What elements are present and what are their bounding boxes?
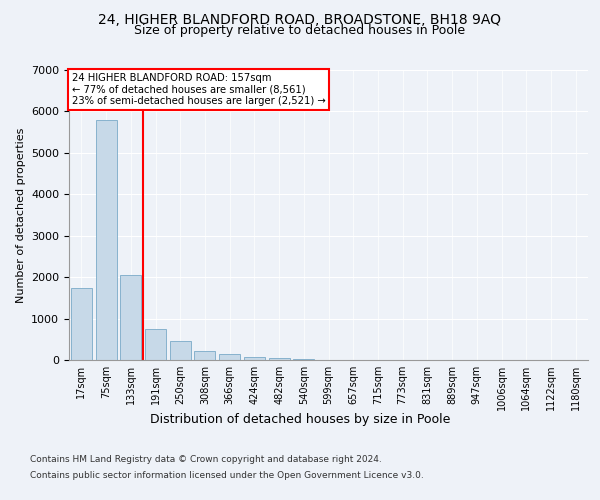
Text: 24 HIGHER BLANDFORD ROAD: 157sqm
← 77% of detached houses are smaller (8,561)
23: 24 HIGHER BLANDFORD ROAD: 157sqm ← 77% o… [71,73,325,106]
Bar [269,358,290,360]
Bar [293,359,314,360]
Text: 24, HIGHER BLANDFORD ROAD, BROADSTONE, BH18 9AQ: 24, HIGHER BLANDFORD ROAD, BROADSTONE, B… [98,12,502,26]
Y-axis label: Number of detached properties: Number of detached properties [16,128,26,302]
Bar [194,351,215,360]
Bar [145,329,166,360]
Text: Contains public sector information licensed under the Open Government Licence v3: Contains public sector information licen… [30,470,424,480]
Bar [244,356,265,360]
Text: Contains HM Land Registry data © Crown copyright and database right 2024.: Contains HM Land Registry data © Crown c… [30,456,382,464]
Bar [120,275,141,360]
Text: Size of property relative to detached houses in Poole: Size of property relative to detached ho… [134,24,466,37]
Bar [170,342,191,360]
Bar [95,120,116,360]
Text: Distribution of detached houses by size in Poole: Distribution of detached houses by size … [150,412,450,426]
Bar [219,354,240,360]
Bar [71,288,92,360]
